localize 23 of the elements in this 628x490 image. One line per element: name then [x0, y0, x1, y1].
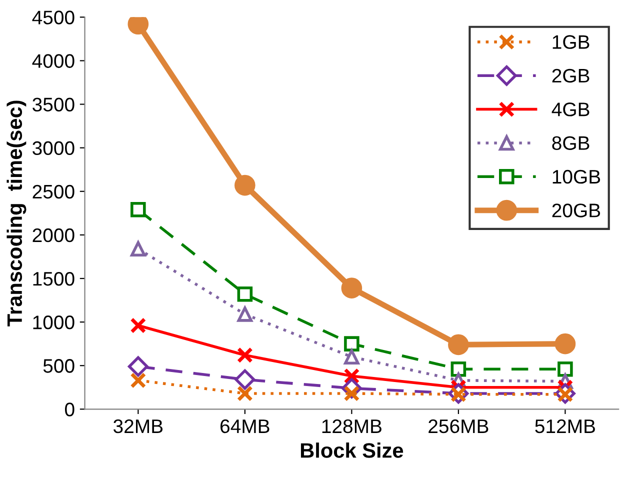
y-tick-label: 4000	[32, 54, 74, 68]
legend-label: 4GB	[552, 102, 590, 116]
x-tick-label: 64MB	[220, 419, 270, 434]
y-tick-label: 1500	[33, 272, 74, 286]
y-axis-title: Transcoding time(sec)	[6, 100, 26, 326]
x-tick-label: 128MB	[322, 419, 382, 434]
legend-label: 20GB	[552, 204, 600, 218]
x-tick-label: 32MB	[114, 419, 163, 434]
x-tick-label: 256MB	[428, 419, 488, 434]
y-tick-label: 4500	[32, 10, 74, 24]
x-tick-label: 512MB	[535, 419, 595, 434]
y-tick-label: 0	[65, 402, 74, 416]
x-axis-title: Block Size	[300, 442, 404, 458]
legend-label: 1GB	[552, 35, 590, 49]
y-tick-label: 3000	[32, 141, 74, 156]
legend-label: 10GB	[552, 170, 600, 184]
legend-label: 2GB	[552, 68, 590, 83]
y-tick-label: 3500	[32, 98, 74, 112]
legend-label: 8GB	[552, 136, 590, 150]
y-tick-label: 2000	[32, 228, 74, 242]
y-tick-label: 1000	[33, 316, 74, 330]
y-tick-label: 500	[43, 359, 74, 373]
y-tick-label: 2500	[32, 184, 74, 199]
